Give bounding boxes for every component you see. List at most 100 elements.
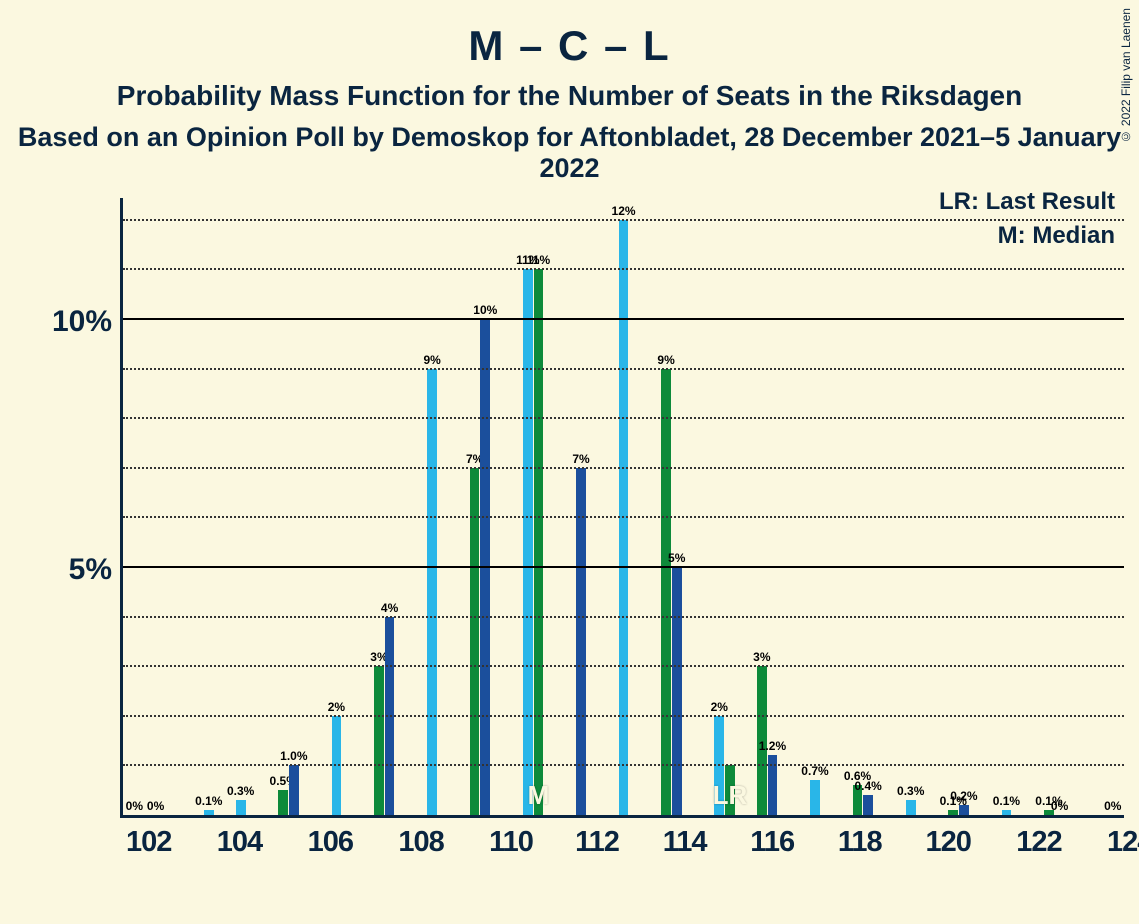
bar-group: 7% bbox=[448, 198, 480, 815]
bar-value-label: 0% bbox=[1104, 799, 1121, 815]
bar-group: 0.4% bbox=[863, 198, 895, 815]
bar: 0.1% bbox=[1002, 810, 1012, 815]
bar-group: 2% bbox=[320, 198, 352, 815]
x-tick-label: 106 bbox=[308, 826, 353, 859]
chart-titles: M – C – L Probability Mass Function for … bbox=[0, 0, 1139, 184]
plot-area: 0%0%0.1%0.3%0.5%1.0%2%3%4%9%7%10%11%11%M… bbox=[120, 198, 1124, 818]
gridline bbox=[123, 268, 1124, 270]
x-tick-label: 104 bbox=[217, 826, 262, 859]
gridline bbox=[123, 616, 1124, 618]
chart-area: 0%0%0.1%0.3%0.5%1.0%2%3%4%9%7%10%11%11%M… bbox=[36, 198, 1124, 898]
gridline bbox=[123, 467, 1124, 469]
gridline bbox=[123, 368, 1124, 370]
bar-value-label: 1.0% bbox=[280, 749, 307, 765]
bar-group: 0% bbox=[1054, 198, 1086, 815]
bar-group: 0.2% bbox=[959, 198, 991, 815]
bar-group: 9% bbox=[416, 198, 448, 815]
bar-group: 1.0% bbox=[289, 198, 321, 815]
bar: 11% bbox=[523, 269, 533, 815]
bar: 0.5% bbox=[278, 790, 288, 815]
bar: 5% bbox=[672, 567, 682, 815]
bar-value-label: 2% bbox=[328, 700, 345, 716]
bar-group: 0% bbox=[1086, 198, 1118, 815]
bars-container: 0%0%0.1%0.3%0.5%1.0%2%3%4%9%7%10%11%11%M… bbox=[123, 198, 1124, 815]
gridline bbox=[123, 417, 1124, 419]
bar: 0.1% bbox=[948, 810, 958, 815]
gridline bbox=[123, 516, 1124, 518]
bar-group: 0.6% bbox=[831, 198, 863, 815]
bar-value-label: 4% bbox=[381, 601, 398, 617]
x-tick-label: 102 bbox=[126, 826, 171, 859]
bar-value-label: 0.4% bbox=[854, 779, 881, 795]
gridline bbox=[123, 764, 1124, 766]
bar-group: 4% bbox=[384, 198, 416, 815]
copyright-text: © 2022 Filip van Laenen bbox=[1119, 8, 1133, 143]
bar-value-label: 0.1% bbox=[993, 794, 1020, 810]
bar-group: 1.2% bbox=[767, 198, 799, 815]
gridline bbox=[123, 219, 1124, 221]
bar: 7% bbox=[470, 468, 480, 815]
bar: 9% bbox=[427, 369, 437, 815]
bar-group: 0%0% bbox=[129, 198, 161, 815]
bar: 0.2% bbox=[959, 805, 969, 815]
title-sub: Probability Mass Function for the Number… bbox=[0, 80, 1139, 112]
bar-group: 7% bbox=[576, 198, 608, 815]
x-tick-label: 114 bbox=[663, 826, 707, 859]
x-tick-label: 116 bbox=[750, 826, 794, 859]
bar: 1.0% bbox=[289, 765, 299, 815]
gridline bbox=[123, 318, 1124, 320]
bar-group: 0.3% bbox=[895, 198, 927, 815]
bar-value-label: 0.3% bbox=[227, 784, 254, 800]
bar-group: 11%11%M bbox=[512, 198, 544, 815]
bar-group: 0.5% bbox=[257, 198, 289, 815]
y-tick-label: 10% bbox=[52, 305, 112, 339]
title-source: Based on an Opinion Poll by Demoskop for… bbox=[0, 122, 1139, 184]
bar-group bbox=[161, 198, 193, 815]
x-tick-label: 120 bbox=[925, 826, 970, 859]
bar-value-label: 0.3% bbox=[897, 784, 924, 800]
gridline bbox=[123, 665, 1124, 667]
bar-value-label: 10% bbox=[473, 303, 497, 319]
bar: 0.1% bbox=[204, 810, 214, 815]
bar-value-label: 0.7% bbox=[801, 764, 828, 780]
y-tick-label: 5% bbox=[69, 553, 112, 587]
bar-value-label: 7% bbox=[572, 452, 589, 468]
bar-value-label: 12% bbox=[612, 204, 636, 220]
bar-value-label: 9% bbox=[423, 353, 440, 369]
bar: 9% bbox=[661, 369, 671, 815]
bar: 0.3% bbox=[906, 800, 916, 815]
bar: 0.4% bbox=[863, 795, 873, 815]
bar-group: 5% bbox=[671, 198, 703, 815]
bar: 7% bbox=[576, 468, 586, 815]
bar-group: 0.3% bbox=[225, 198, 257, 815]
bar-group: 9% bbox=[640, 198, 672, 815]
bar: 0.3% bbox=[236, 800, 246, 815]
bar-group: 3% bbox=[352, 198, 384, 815]
x-tick-label: 112 bbox=[575, 826, 619, 859]
bar-value-label: 1.2% bbox=[759, 739, 786, 755]
bar-group: 10% bbox=[480, 198, 512, 815]
bar-group: 0.7% bbox=[799, 198, 831, 815]
x-tick-label: 110 bbox=[489, 826, 533, 859]
bar-group: 3% bbox=[735, 198, 767, 815]
bar-group: 0.1% bbox=[927, 198, 959, 815]
bar-group: 0.1% bbox=[990, 198, 1022, 815]
x-tick-label: 118 bbox=[838, 826, 882, 859]
bar-value-label: 0.1% bbox=[195, 794, 222, 810]
x-axis: 1021031041051061071081091101111121131141… bbox=[120, 826, 1124, 859]
x-tick-label: 124 bbox=[1107, 826, 1139, 859]
bar-group: 0.1% bbox=[193, 198, 225, 815]
bar-value-label: 0% bbox=[1051, 799, 1068, 815]
bar-group: 12% bbox=[608, 198, 640, 815]
bar-group: 2% LR bbox=[703, 198, 735, 815]
bar-value-label: 0% bbox=[126, 799, 143, 815]
gridline bbox=[123, 566, 1124, 568]
bar-value-label: 2% bbox=[711, 700, 728, 716]
x-tick-label: 108 bbox=[398, 826, 443, 859]
bar-value-label: 5% bbox=[668, 551, 685, 567]
bar: LR bbox=[725, 765, 735, 815]
bar-group bbox=[544, 198, 576, 815]
x-tick-label: 122 bbox=[1016, 826, 1061, 859]
bar-value-label: 0.2% bbox=[950, 789, 977, 805]
bar-group: 0.1% bbox=[1022, 198, 1054, 815]
